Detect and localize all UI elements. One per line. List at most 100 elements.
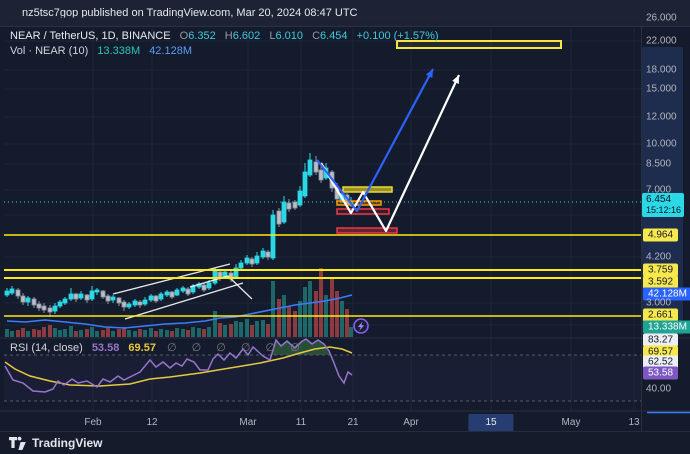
volume-bar [261, 320, 265, 337]
time-axis-label: 11 [295, 417, 307, 428]
volume-bar [349, 327, 353, 337]
candle-body [110, 296, 116, 301]
ohlc-low-key: L [269, 30, 276, 42]
volume-bar [245, 319, 249, 337]
price-level-badge: 13.338M [643, 320, 690, 334]
symbol-ohlc-row[interactable]: NEAR / TetherUS, 1D, BINANCE O6.352 H6.6… [10, 30, 439, 42]
candle-body [121, 301, 127, 308]
price-level-badge: 4.964 [643, 228, 679, 242]
candle-body [25, 297, 31, 303]
volume-bar [255, 321, 259, 337]
projection-arrow-white[interactable] [320, 74, 460, 233]
trendline-mini-path[interactable] [189, 275, 253, 300]
candle-body [292, 201, 298, 209]
volume-bar [191, 327, 195, 337]
candle-body [41, 305, 47, 311]
rsi-overbought-fill [271, 339, 331, 355]
price-axis-label: 40.00 [646, 383, 672, 395]
candle-body [265, 251, 271, 258]
candle-body [201, 284, 207, 291]
volume-bar [138, 329, 142, 337]
candle-body [238, 262, 244, 269]
volume-bar [85, 329, 89, 337]
volume-bar [106, 328, 110, 337]
volume-bar [58, 330, 62, 337]
tradingview-logo-text[interactable]: TradingView [32, 436, 103, 450]
candle-body [169, 291, 175, 298]
volume-bar [170, 331, 174, 337]
bottom-logo-bar: TradingView [0, 431, 690, 454]
candle-body [78, 293, 84, 299]
ohlc-low-value: 6.010 [275, 30, 303, 42]
tradingview-logo-icon[interactable] [9, 436, 26, 451]
candle-body [313, 161, 319, 173]
rsi-indicator-row[interactable]: RSI (14, close) 53.58 69.57 ∅ ∅ ∅ ∅ ∅ ∅ [10, 341, 306, 354]
trendline-channel-lower[interactable] [124, 282, 244, 320]
candle-body [68, 293, 74, 300]
volume-bar [330, 279, 334, 337]
volume-bar [345, 309, 349, 337]
projection-arrow-blue[interactable] [316, 68, 434, 213]
rsi-label: RSI (14, close) [10, 342, 83, 354]
candle-body [244, 257, 250, 264]
volume-bar [69, 326, 73, 337]
price-axis-label: 3.000 [646, 297, 672, 309]
volume-bar [207, 327, 211, 337]
price-level-badge: 83.27 [643, 333, 679, 347]
volume-bar [32, 329, 36, 337]
volume-bar [277, 299, 281, 337]
candle-body [94, 289, 100, 293]
volume-bar [37, 330, 41, 337]
volume-bar [10, 331, 14, 337]
volume-bar [298, 301, 302, 337]
supply-zone-box[interactable] [396, 40, 562, 49]
projection-arrow-white-head [452, 75, 459, 84]
candle-body [20, 295, 26, 303]
candle-body [180, 287, 186, 292]
time-axis-label: 13 [628, 417, 640, 428]
volume-bar [197, 328, 201, 337]
ohlc-open-key: O [179, 30, 189, 42]
candle-body [47, 307, 53, 313]
candle-body [286, 202, 292, 210]
lightning-bolt-glyph [358, 321, 365, 331]
red-level-box-upper[interactable] [336, 208, 390, 215]
ohlc-high-value: 6.602 [232, 30, 261, 42]
volume-bar [234, 321, 238, 337]
time-axis-label-highlighted: 15 [468, 414, 514, 431]
red-demand-box-lower[interactable] [336, 227, 398, 234]
volume-bar [202, 329, 206, 337]
candle-body [206, 282, 212, 289]
rsi-band [4, 355, 641, 401]
volume-bar [21, 328, 25, 337]
ohlc-open-value: 6.352 [188, 30, 216, 42]
price-level-badge: 69.57 [643, 345, 679, 359]
volume-bar [314, 291, 318, 337]
time-axis-label: Apr [403, 417, 419, 428]
volume-bar [143, 330, 147, 337]
volume-bar [213, 311, 217, 337]
price-axis-label: 15.000 [646, 83, 677, 95]
candle-body [142, 299, 148, 305]
candle-body [174, 289, 180, 296]
volume-bar [165, 330, 169, 337]
price-axis-label: 22.000 [646, 35, 677, 47]
price-axis-label: 12.000 [646, 111, 677, 123]
volume-bar [186, 330, 190, 337]
candle-body [31, 298, 37, 306]
rsi-line [4, 338, 353, 393]
candle-body [249, 258, 255, 265]
projection-arrow-blue-head [425, 69, 433, 78]
volume-bar [90, 327, 94, 337]
volume-indicator-row[interactable]: Vol · NEAR (10) 13.338M 42.128M [10, 45, 192, 57]
candle-body [105, 295, 111, 302]
candle-body [15, 289, 21, 297]
volume-bar [335, 291, 339, 337]
volume-bar [159, 329, 163, 337]
candle-body [4, 290, 10, 296]
change-value: +0.100 (+1.57%) [356, 30, 439, 42]
volume-bar [117, 329, 121, 337]
candle-body [148, 295, 154, 301]
